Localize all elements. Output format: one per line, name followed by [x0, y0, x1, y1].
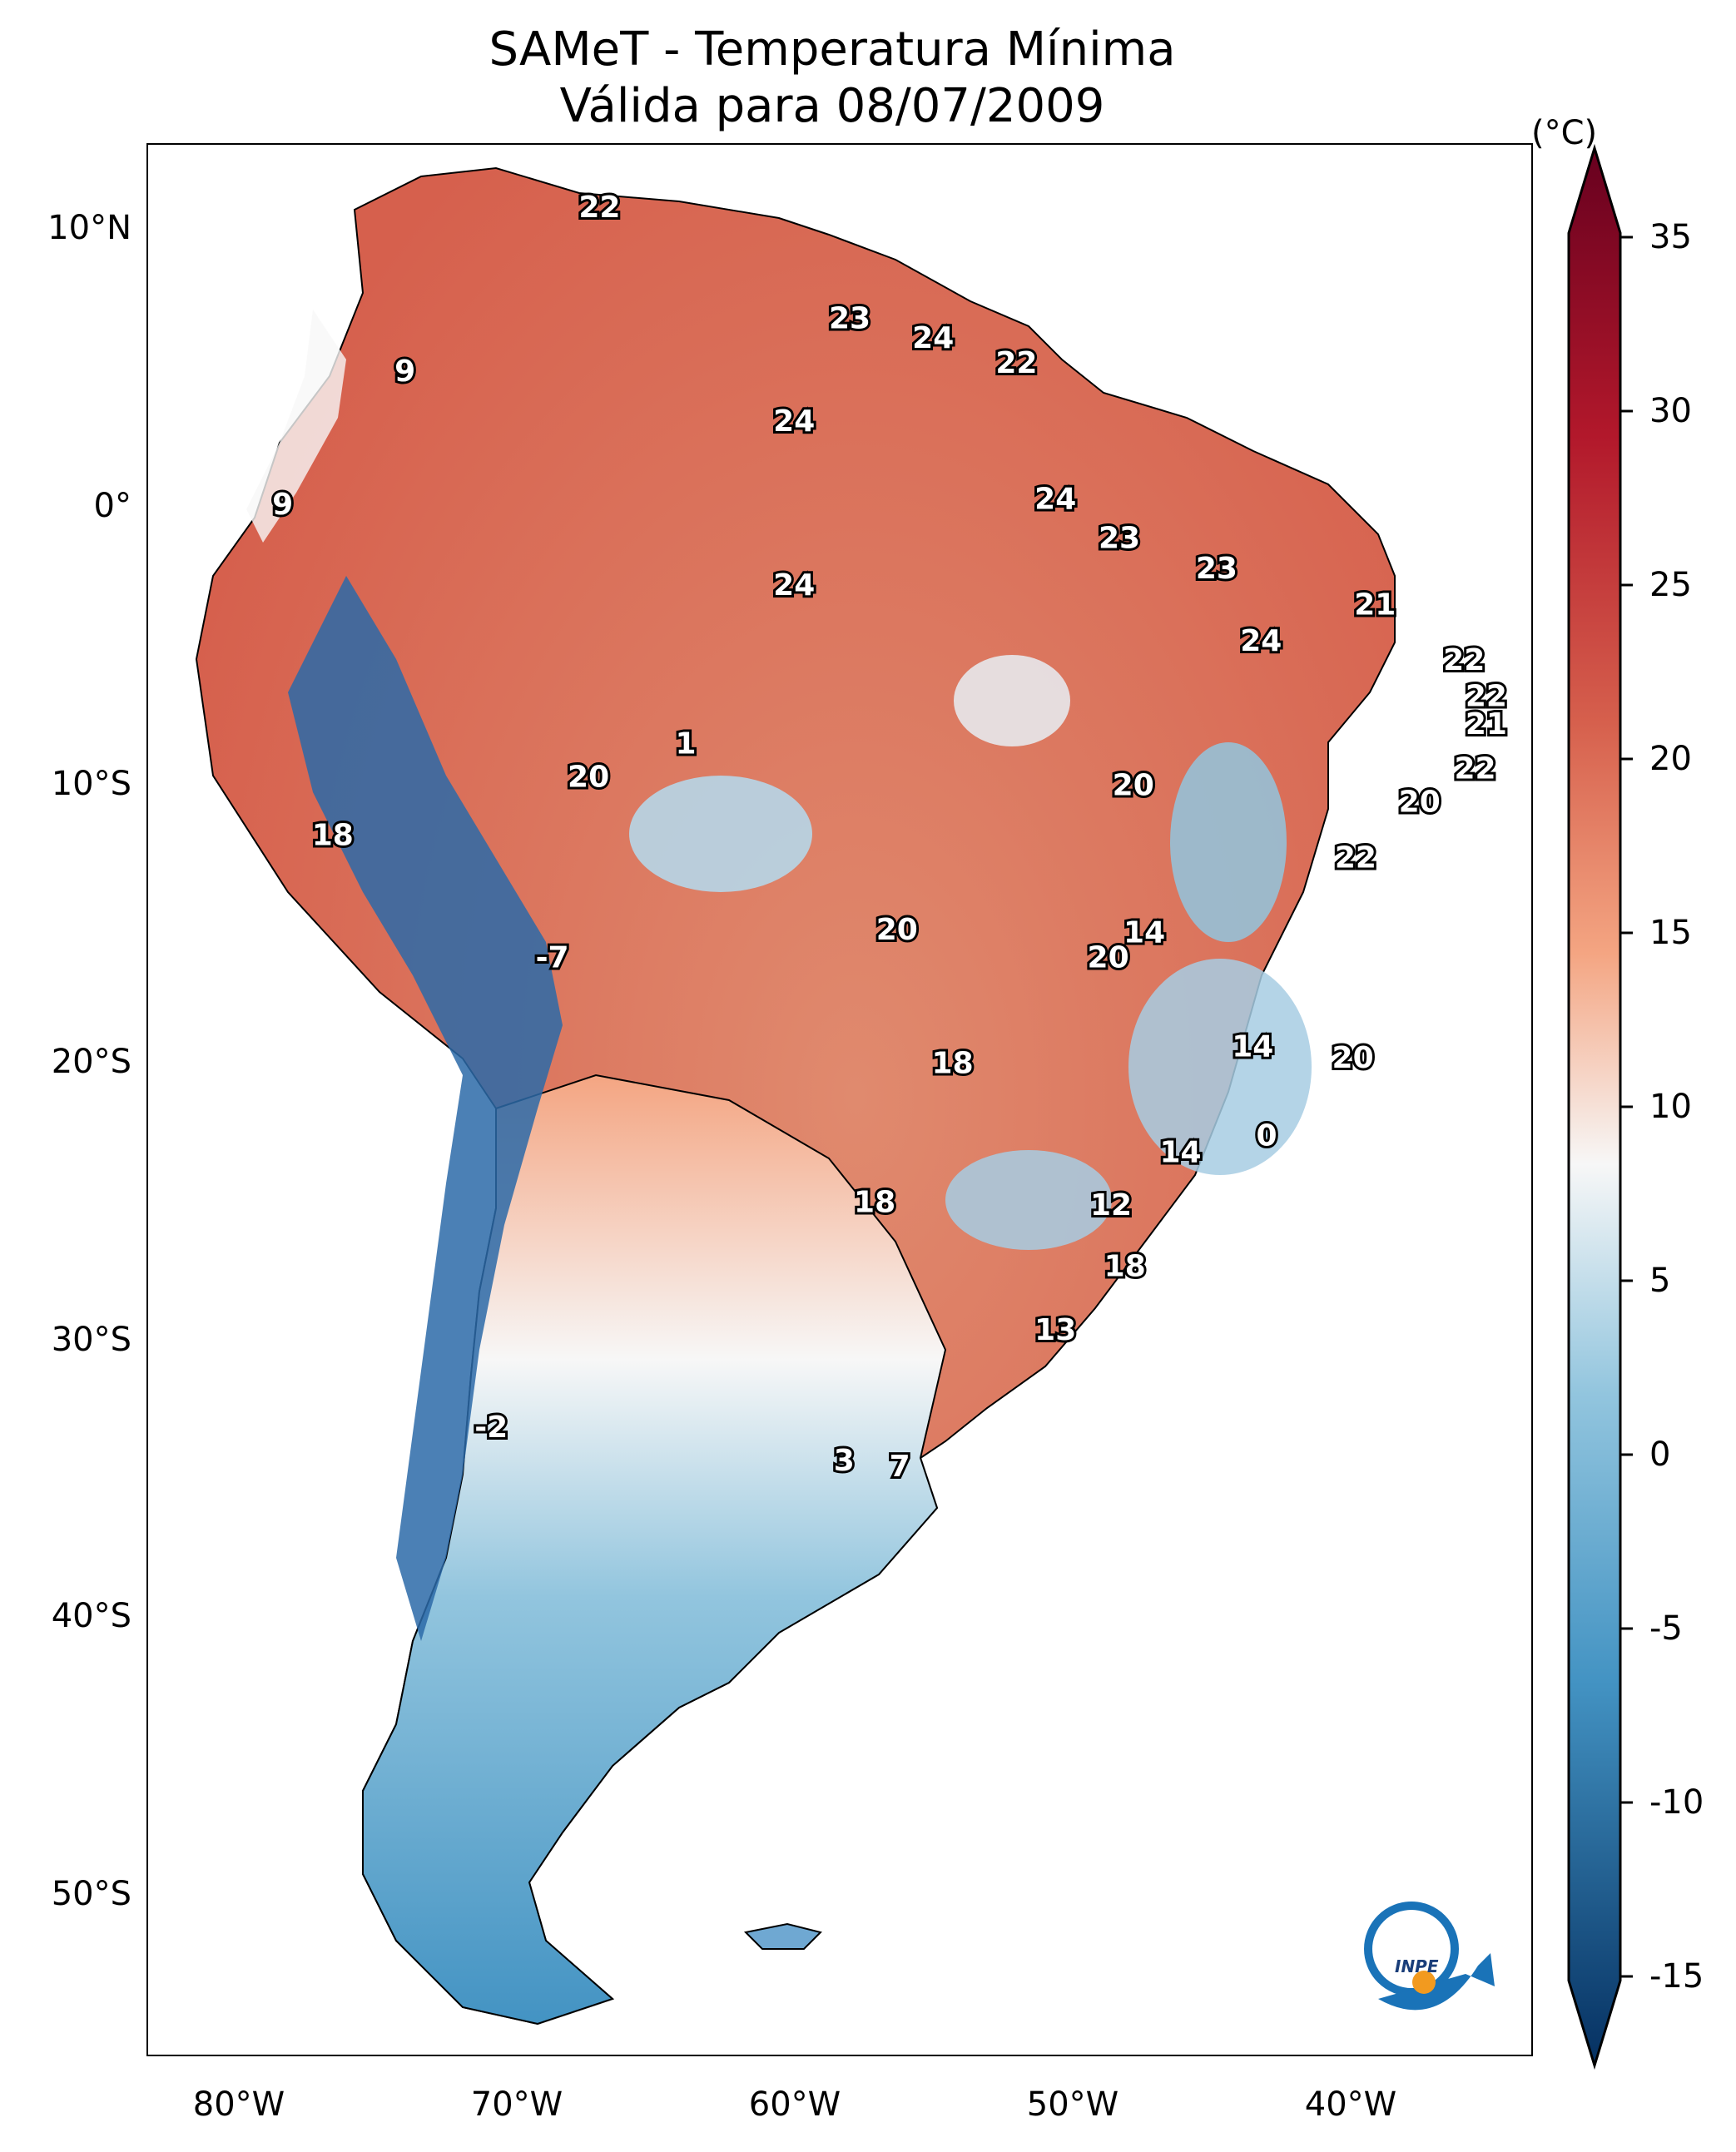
- map-value-label: 23: [1196, 552, 1238, 586]
- lat-label-30s: 30°S: [51, 1321, 131, 1359]
- colorbar-tick-25: 25: [1649, 566, 1692, 604]
- map-value-label: 20: [1399, 786, 1441, 820]
- southern-cone-shape: [362, 1074, 947, 2026]
- minas-cool-spot: [1128, 959, 1312, 1175]
- map-value-label: 1: [675, 726, 696, 761]
- colorbar-tick-5: 5: [1649, 1262, 1671, 1300]
- chart-title-line1: SAMeT - Temperatura Mínima: [489, 22, 1176, 77]
- parana-cool-spot: [945, 1150, 1112, 1250]
- lat-label-0: 0°: [93, 487, 131, 525]
- map-value-label: 20: [568, 761, 609, 795]
- lat-label-10n: 10°N: [47, 209, 131, 247]
- map-value-label: 18: [854, 1186, 895, 1220]
- colorbar-tick-minus5: -5: [1649, 1609, 1683, 1648]
- map-value-label: 14: [1159, 1135, 1201, 1169]
- lon-label-40w: 40°W: [1304, 2085, 1397, 2124]
- map-value-label: 22: [1466, 680, 1507, 714]
- lat-label-10s: 10°S: [51, 765, 131, 803]
- map-value-label: -2: [474, 1411, 508, 1445]
- map-value-label: 20: [1332, 1041, 1374, 1075]
- logo-text: INPE: [1395, 1956, 1439, 1976]
- map-value-label: 22: [1443, 643, 1485, 677]
- map-value-label: 20: [876, 913, 918, 947]
- map-value-label: 21: [1466, 707, 1507, 741]
- colombian-andes-highlands: [246, 310, 346, 543]
- lat-label-50s: 50°S: [51, 1875, 131, 1913]
- colorbar-tick-20: 20: [1649, 740, 1692, 778]
- colorbar: [1567, 143, 1633, 2070]
- map-value-label: 22: [1335, 840, 1376, 875]
- map-value-label: 23: [1099, 521, 1140, 555]
- chart-title-line2: Válida para 08/07/2009: [559, 79, 1105, 133]
- inpe-logo: INPE: [1364, 1902, 1495, 2011]
- map-value-label: 18: [1104, 1249, 1146, 1283]
- lon-label-50w: 50°W: [1026, 2085, 1119, 2124]
- map-value-label: 24: [773, 404, 815, 439]
- map-value-label: 9: [394, 355, 415, 389]
- lat-label-40s: 40°S: [51, 1597, 131, 1635]
- map-value-label: 7: [890, 1450, 910, 1484]
- logo-dot-icon: [1412, 1971, 1436, 1994]
- lat-label-20s: 20°S: [51, 1043, 131, 1081]
- map-value-label: 3: [834, 1444, 855, 1478]
- map-frame: [146, 143, 1533, 2056]
- map-value-label: 12: [1090, 1188, 1132, 1222]
- map-value-label: 14: [1123, 916, 1165, 950]
- colorbar-ticks: [1620, 236, 1633, 1978]
- map-value-label: 24: [912, 321, 954, 355]
- map-value-label: 22: [578, 191, 620, 225]
- colorbar-tick-minus10: -10: [1649, 1783, 1704, 1822]
- lon-label-70w: 70°W: [470, 2085, 563, 2124]
- andes-cold-band: [288, 576, 563, 1641]
- map-value-label: 14: [1232, 1030, 1273, 1064]
- map-value-label: 0: [1256, 1118, 1277, 1153]
- colorbar-unit: (°C): [1531, 114, 1598, 152]
- falkland-islands: [743, 1922, 822, 1950]
- map-value-label: 21: [1354, 588, 1396, 622]
- mato-grosso-cool-spot: [629, 776, 812, 892]
- map-value-label: 24: [1034, 483, 1076, 517]
- map-value-label: 18: [312, 819, 354, 853]
- para-cool-spot: [954, 655, 1070, 746]
- map-value-label: 22: [995, 346, 1037, 380]
- map-value-label: -7: [536, 941, 569, 975]
- colorbar-tick-30: 30: [1649, 392, 1692, 430]
- bahia-cool-spot: [1170, 742, 1287, 942]
- colorbar-tick-10: 10: [1649, 1088, 1692, 1126]
- logo-arrow-icon: [1378, 1953, 1495, 2011]
- map-value-label: 24: [773, 568, 815, 602]
- map-value-label: 20: [1088, 941, 1129, 975]
- colorbar-tick-minus15: -15: [1649, 1957, 1704, 1996]
- map-value-label: 23: [829, 301, 870, 335]
- colorbar-body: [1567, 143, 1622, 2070]
- map-value-label: 20: [1113, 769, 1154, 803]
- lon-label-80w: 80°W: [192, 2085, 285, 2124]
- colorbar-tick-35: 35: [1649, 218, 1692, 256]
- map-value-label: 24: [1240, 624, 1282, 658]
- map-value-label: 9: [272, 488, 293, 522]
- colorbar-tick-15: 15: [1649, 914, 1692, 952]
- map-value-label: 18: [932, 1047, 974, 1081]
- lon-label-60w: 60°W: [748, 2085, 841, 2124]
- map-value-label: 13: [1034, 1313, 1076, 1347]
- map-value-label: 22: [1454, 752, 1495, 786]
- colorbar-tick-0: 0: [1649, 1435, 1671, 1474]
